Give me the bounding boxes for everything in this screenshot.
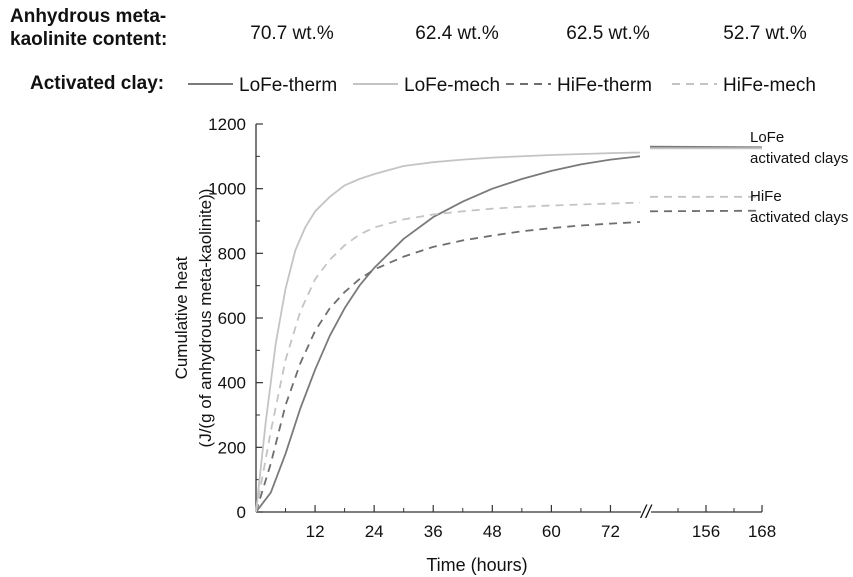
content-label-line2: kaolinite content: xyxy=(10,29,168,50)
content-label-line1: Anhydrous meta- xyxy=(10,6,167,27)
content-value-lofe-therm: 70.7 wt.% xyxy=(250,23,334,44)
annotation-line1: HiFe xyxy=(750,188,782,205)
axes: // 0 200 400 600 800 1000 1200 12 24 36 48 60 72 156 16… xyxy=(172,115,776,575)
y-tick-label: 200 xyxy=(218,438,246,457)
legend: LoFe-therm LoFe-mech HiFe-therm HiFe-mech xyxy=(188,75,816,96)
content-label: Anhydrous meta- kaolinite content: xyxy=(10,5,167,51)
series-line-lofe-therm xyxy=(255,155,641,513)
series-line-lofe-mech xyxy=(255,151,641,513)
x-tick-label: 168 xyxy=(748,522,776,541)
x-axis-title: Time (hours) xyxy=(426,555,527,575)
annotation-line1: LoFe xyxy=(750,129,784,146)
x-axis-break-mark: // xyxy=(639,502,653,522)
y-tick-label: 0 xyxy=(237,503,246,522)
y-tick-label: 800 xyxy=(218,244,246,263)
series-line-hife-therm xyxy=(255,221,641,513)
content-value-hife-therm: 62.5 wt.% xyxy=(566,23,650,44)
series-line-late-hife-therm xyxy=(649,209,763,213)
content-value-lofe-mech: 62.4 wt.% xyxy=(415,23,499,44)
content-value-hife-mech: 52.7 wt.% xyxy=(723,23,807,44)
series-line-hife-mech xyxy=(255,201,641,513)
legend-label-hife-therm: HiFe-therm xyxy=(557,75,652,96)
activated-clay-label: Activated clay: xyxy=(30,73,165,94)
annotation-line2: activated clays xyxy=(750,150,848,167)
y-tick-label: 400 xyxy=(218,374,246,393)
legend-label-lofe-therm: LoFe-therm xyxy=(239,75,337,96)
legend-label-hife-mech: HiFe-mech xyxy=(723,75,816,96)
x-tick-label: 60 xyxy=(542,522,561,541)
x-tick-label: 72 xyxy=(601,522,620,541)
y-tick-label: 600 xyxy=(218,309,246,328)
legend-label-lofe-mech: LoFe-mech xyxy=(404,75,500,96)
y-tick-label: 1200 xyxy=(208,115,246,134)
annotations: LoFe activated clays HiFe activated clays xyxy=(750,129,848,226)
y-axis-title-line2: (J/(g of anhydrous meta-kaolinite)) xyxy=(196,189,215,448)
series-lines xyxy=(255,145,763,513)
annotation-line2: activated clays xyxy=(750,209,848,226)
x-tick-label: 156 xyxy=(692,522,720,541)
series-line-late-lofe-therm xyxy=(649,145,763,149)
y-tick-label: 1000 xyxy=(208,180,246,199)
x-tick-label: 12 xyxy=(306,522,325,541)
x-tick-label: 24 xyxy=(365,522,384,541)
x-tick-label: 48 xyxy=(483,522,502,541)
y-axis-title-line1: Cumulative heat xyxy=(172,256,191,379)
x-tick-label: 36 xyxy=(424,522,443,541)
